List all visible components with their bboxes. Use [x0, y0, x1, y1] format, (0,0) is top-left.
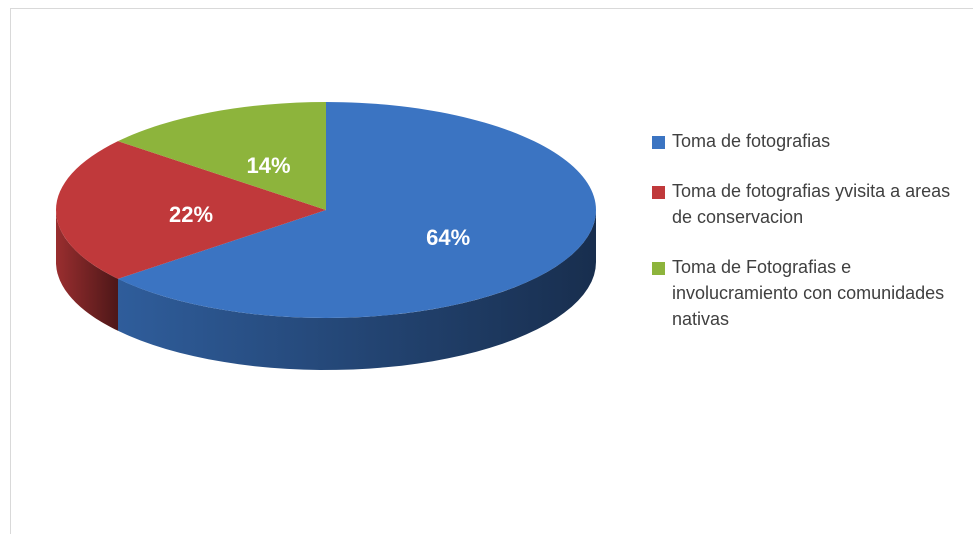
legend-swatch	[652, 262, 665, 275]
data-label: 14%	[246, 153, 290, 178]
data-label: 22%	[169, 202, 213, 227]
legend-label: Toma de fotografias	[672, 131, 831, 151]
legend-item: Toma de Fotografias e involucramiento co…	[652, 254, 952, 332]
legend-label: Toma de fotografias yvisita a areas de c…	[672, 181, 951, 227]
legend-swatch	[652, 186, 665, 199]
legend-item: Toma de fotografias yvisita a areas de c…	[652, 178, 952, 230]
slice	[117, 102, 597, 319]
legend-item: Toma de fotografias	[652, 128, 952, 154]
data-label: 64%	[426, 225, 470, 250]
legend-swatch	[652, 136, 665, 149]
slice	[55, 141, 327, 279]
legend-label: Toma de Fotografias e involucramiento co…	[672, 257, 945, 329]
legend: Toma de fotografias Toma de fotografias y…	[652, 128, 952, 356]
slice-side	[56, 210, 118, 331]
frame	[10, 8, 973, 534]
slice	[117, 102, 326, 210]
slice-side	[118, 210, 596, 370]
